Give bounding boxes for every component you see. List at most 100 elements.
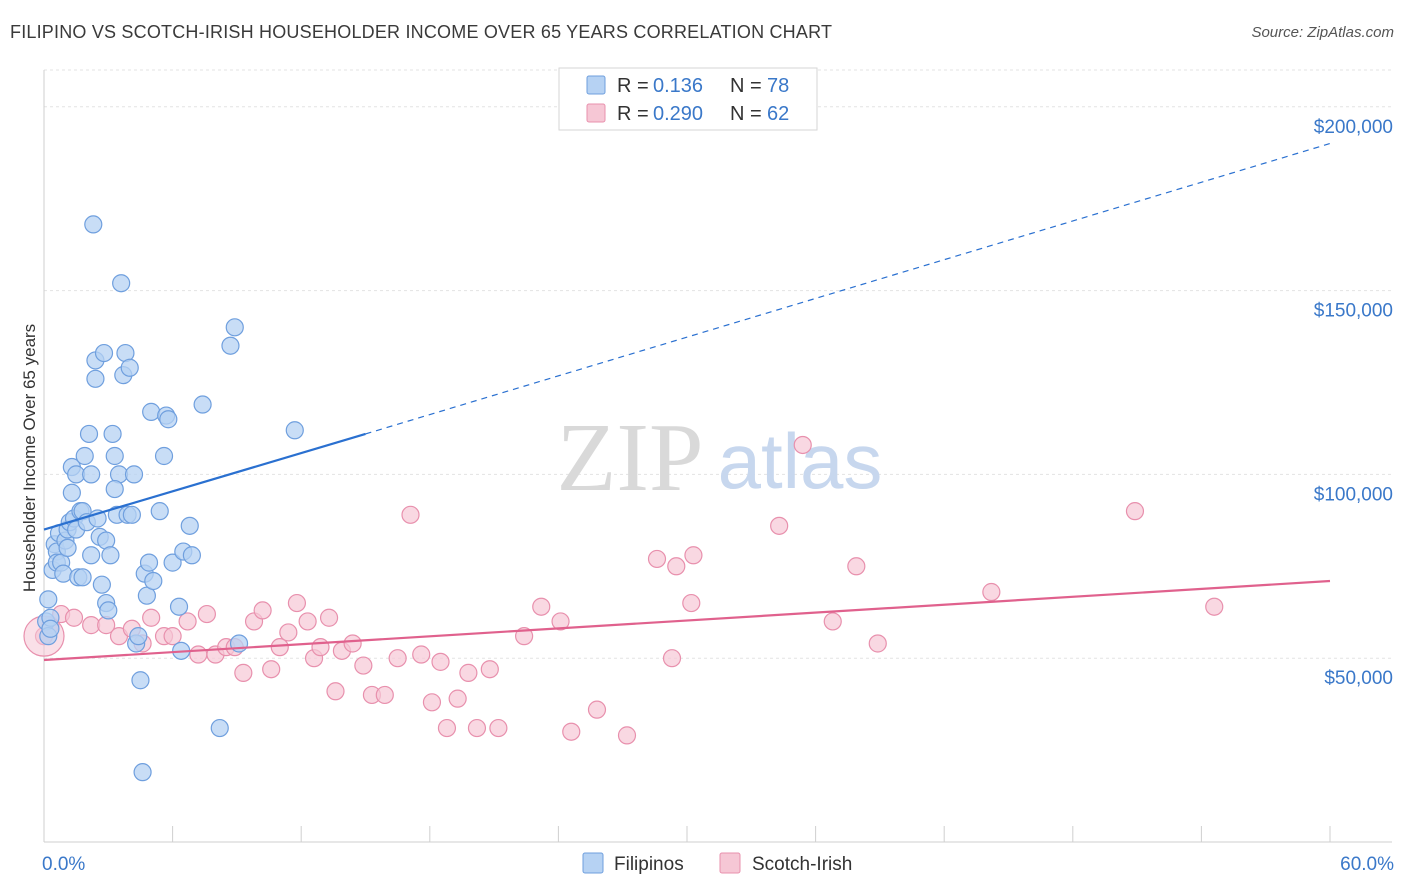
scotch-irish-point xyxy=(1205,597,1224,616)
watermark: ZIP atlas xyxy=(557,404,883,512)
chart-title: FILIPINO VS SCOTCH-IRISH HOUSEHOLDER INC… xyxy=(10,22,833,42)
filipinos-trend-extension xyxy=(365,142,1331,435)
bottom-legend-swatch-blue xyxy=(582,852,604,874)
legend-n-label: N = xyxy=(730,75,762,97)
filipinos-point xyxy=(79,424,99,444)
bottom-legend-scotch-irish: Scotch-Irish xyxy=(752,854,852,875)
scotch-irish-point xyxy=(197,604,216,624)
filipinos-point xyxy=(84,215,103,234)
scotch-irish-point xyxy=(823,612,842,631)
scotch-irish-point xyxy=(311,638,330,657)
legend-row-scotch-irish: R = 0.290 N = 62 xyxy=(586,103,789,125)
trend-lines xyxy=(43,142,1331,662)
filipinos-trend-line xyxy=(43,432,366,531)
filipinos-point xyxy=(82,546,101,565)
scotch-irish-point xyxy=(279,623,298,642)
legend-swatch-blue xyxy=(586,75,606,95)
filipinos-point xyxy=(39,590,58,609)
bottom-legend-swatch-pink xyxy=(719,852,741,874)
filipinos-point xyxy=(150,502,169,521)
filipinos-point xyxy=(105,446,124,466)
scotch-irish-point xyxy=(647,549,667,569)
legend-r-label: R = xyxy=(617,103,649,125)
legend-n-value: 62 xyxy=(767,103,789,125)
y-tick-label: $50,000 xyxy=(1324,668,1393,689)
scotch-irish-point xyxy=(684,546,703,565)
filipinos-point xyxy=(86,369,105,388)
scotch-irish-point xyxy=(770,516,789,535)
scotch-irish-point xyxy=(448,689,467,708)
filipinos-point xyxy=(285,421,304,440)
bottom-legend-filipinos: Filipinos xyxy=(614,854,684,875)
scotch-irish-point xyxy=(234,663,253,682)
scotch-irish-point xyxy=(551,612,570,631)
scotch-irish-point xyxy=(1125,502,1145,521)
scotch-irish-point xyxy=(431,652,450,671)
scotch-irish-point xyxy=(587,700,607,719)
scotch-irish-point xyxy=(388,649,407,668)
scotch-irish-point xyxy=(489,718,508,738)
filipinos-point xyxy=(82,465,101,484)
scotch-irish-point xyxy=(354,656,373,675)
y-tick-label: $150,000 xyxy=(1314,301,1393,322)
scotch-irish-point xyxy=(319,608,339,627)
x-tick-label-max: 60.0% xyxy=(1340,854,1394,875)
filipinos-point xyxy=(193,395,212,414)
filipinos-point xyxy=(41,619,60,638)
filipinos-point xyxy=(54,564,73,583)
filipinos-point xyxy=(112,274,131,293)
axes xyxy=(43,70,1392,843)
filipinos-point xyxy=(105,479,124,499)
scotch-irish-point xyxy=(270,638,289,657)
scotch-irish-point xyxy=(298,612,317,631)
y-tick-label: $200,000 xyxy=(1314,117,1393,138)
filipinos-point xyxy=(94,343,114,363)
filipinos-point xyxy=(225,318,244,337)
scotch-irish-point xyxy=(178,612,197,631)
filipinos-point xyxy=(101,546,120,565)
filipinos-point xyxy=(103,424,122,444)
chart-source: Source: ZipAtlas.com xyxy=(1251,24,1394,41)
filipinos-point xyxy=(62,483,81,502)
scotch-irish-point xyxy=(982,582,1001,602)
scotch-irish-point xyxy=(422,693,442,712)
filipinos-point xyxy=(133,763,152,782)
scotch-irish-point xyxy=(253,601,272,620)
filipinos-point xyxy=(99,601,118,620)
tick-labels: $50,000 $100,000 $150,000 $200,000 0.0% 60.0% xyxy=(42,117,1394,875)
scotch-irish-point xyxy=(189,645,208,664)
scotch-irish-point xyxy=(467,718,487,738)
filipinos-point xyxy=(122,505,141,524)
scotch-irish-point xyxy=(617,726,637,745)
filipinos-point xyxy=(159,410,178,429)
scotch-irish-point xyxy=(401,505,420,524)
filipinos-point xyxy=(210,718,229,738)
scotch-irish-point xyxy=(459,663,478,682)
filipinos-point xyxy=(120,358,139,377)
legend-n-value: 78 xyxy=(767,75,789,97)
scotch-irish-point xyxy=(375,685,394,705)
scotch-irish-point xyxy=(868,634,887,653)
legend-row-filipinos: R = 0.136 N = 78 xyxy=(586,75,789,97)
legend-swatch-pink xyxy=(586,103,606,123)
filipinos-point xyxy=(131,671,150,690)
filipinos-point xyxy=(142,402,161,421)
filipinos-point xyxy=(169,597,189,616)
filipinos-point xyxy=(180,516,199,535)
scotch-irish-point xyxy=(847,557,866,576)
y-tick-label: $100,000 xyxy=(1314,484,1393,505)
scotch-irish-point xyxy=(412,645,431,664)
y-axis-title: Householder Income Over 65 years xyxy=(20,324,39,592)
legend-r-value: 0.136 xyxy=(653,75,703,97)
filipinos-point xyxy=(58,538,77,558)
scotch-irish-point xyxy=(142,608,161,627)
legend-n-label: N = xyxy=(730,103,762,125)
scotch-irish-point xyxy=(262,660,281,679)
filipinos-point xyxy=(221,336,240,355)
x-tick-label-min: 0.0% xyxy=(42,854,85,875)
filipinos-point xyxy=(75,446,94,466)
watermark-atlas: atlas xyxy=(718,417,883,505)
scotch-irish-point xyxy=(480,660,499,679)
scotch-irish-point xyxy=(667,557,686,576)
